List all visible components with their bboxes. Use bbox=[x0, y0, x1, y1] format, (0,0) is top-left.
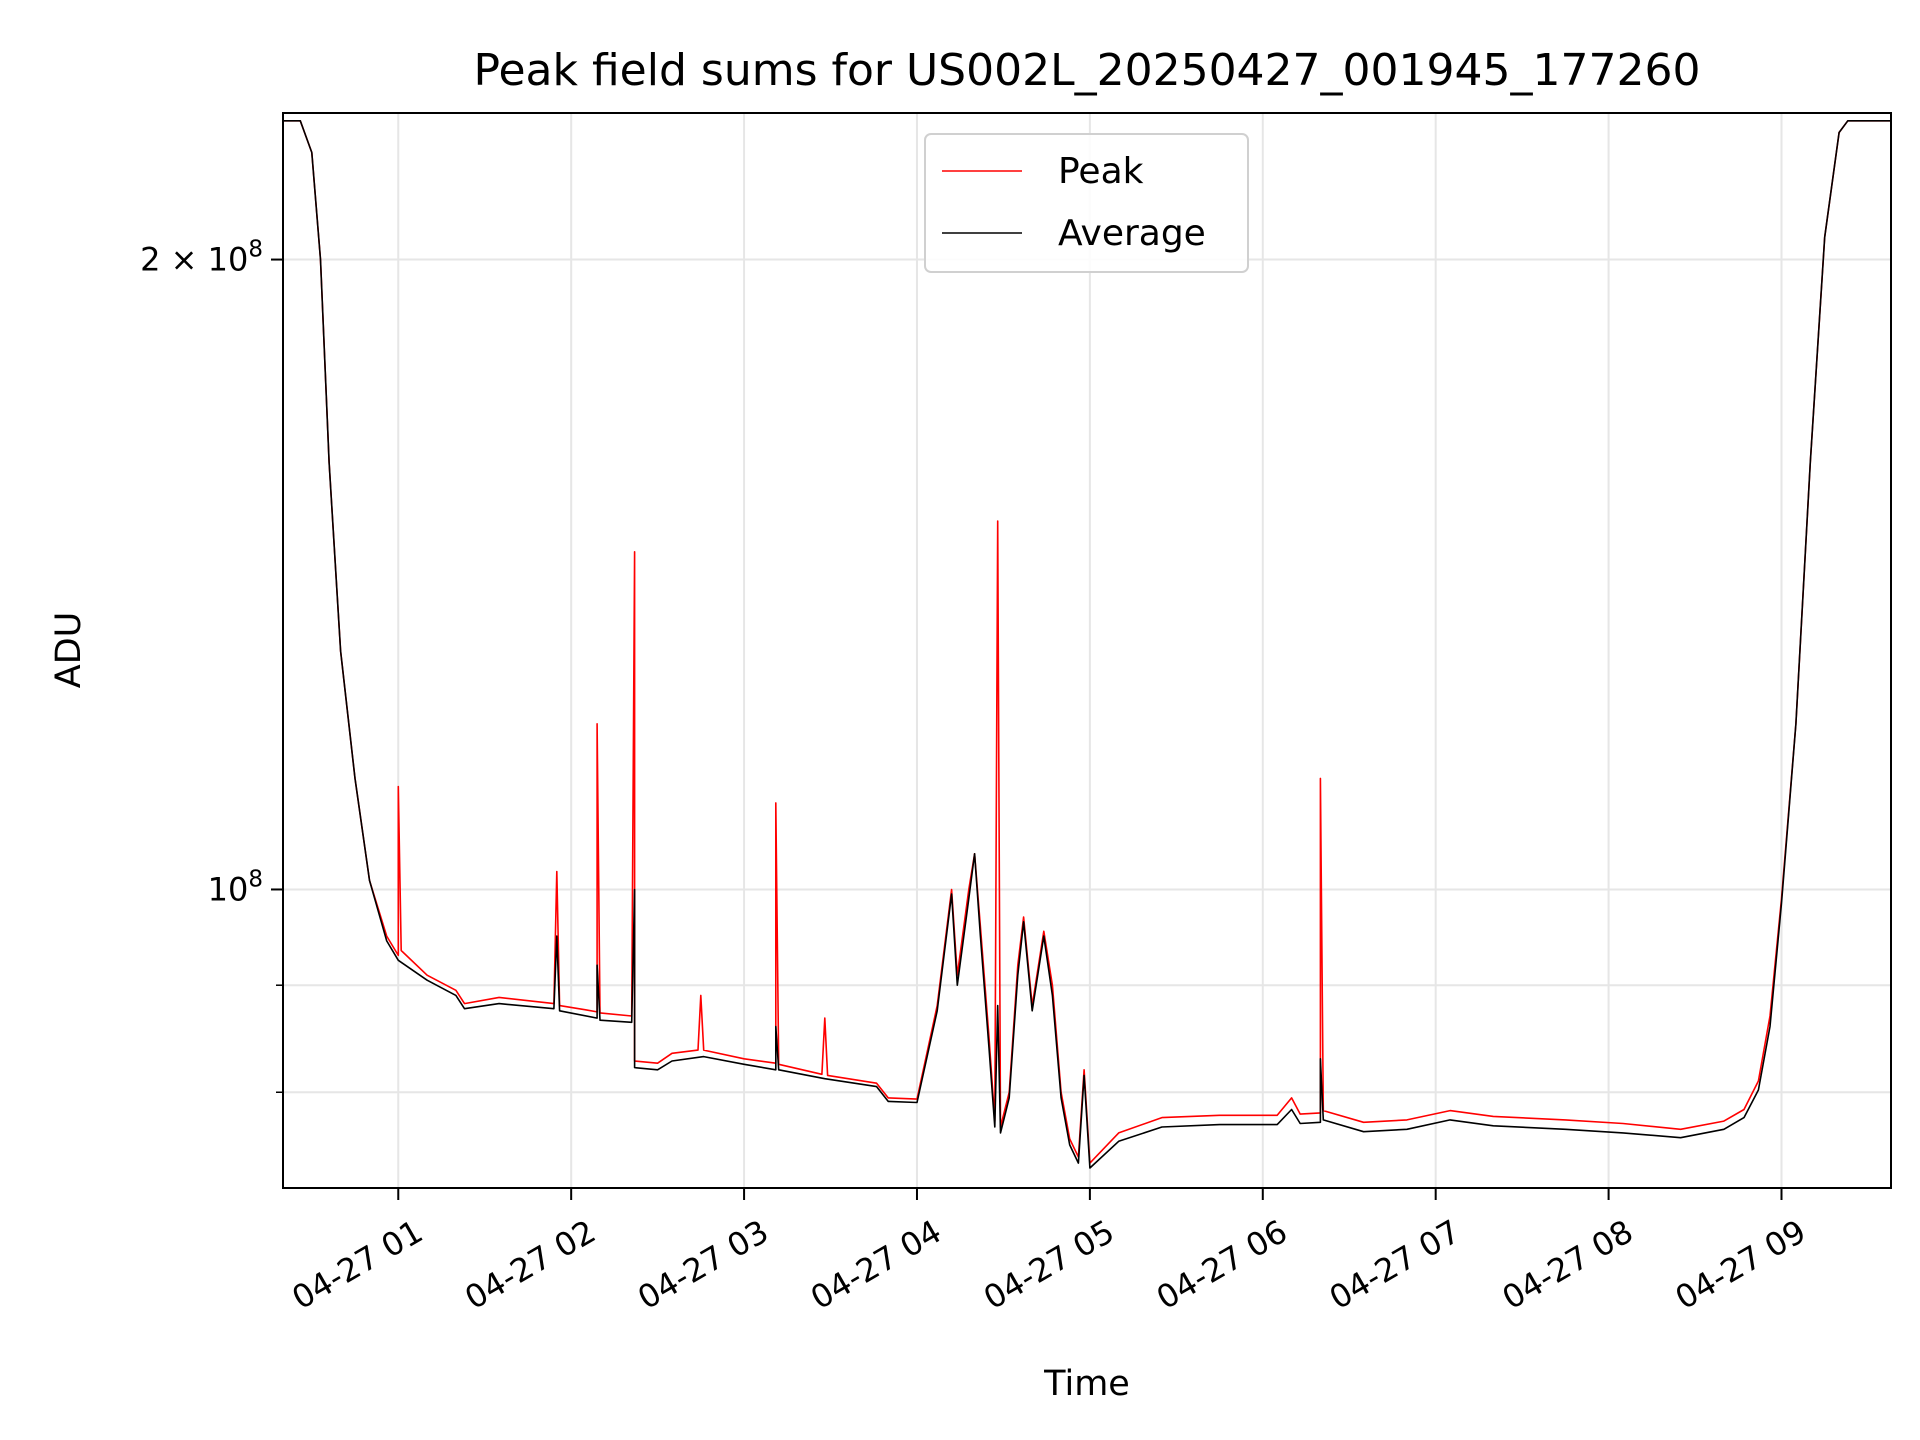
legend-box bbox=[924, 133, 1249, 273]
x-axis-label: Time bbox=[1043, 1364, 1130, 1404]
chart-title: Peak field sums for US002L_20250427_0019… bbox=[474, 45, 1701, 96]
plot-area-frame bbox=[282, 112, 1892, 1189]
y-tick-label: 2 × 108 bbox=[140, 237, 263, 279]
series-line-average bbox=[283, 120, 1891, 1169]
series-line-peak bbox=[283, 120, 1891, 1164]
legend-label-average: Average bbox=[1058, 213, 1206, 254]
series-lines bbox=[283, 120, 1891, 1169]
y-axis-label: ADU bbox=[49, 612, 89, 689]
y-axis-ticks: 108 2 × 108 bbox=[140, 237, 283, 1094]
y-tick-label: 108 bbox=[208, 866, 263, 908]
legend: Peak Average bbox=[924, 133, 1249, 273]
legend-label-peak: Peak bbox=[1058, 151, 1144, 192]
